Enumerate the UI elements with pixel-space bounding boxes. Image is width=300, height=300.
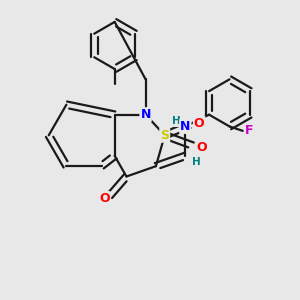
Text: F: F: [245, 124, 254, 137]
Text: N: N: [180, 120, 190, 133]
Text: H: H: [192, 158, 201, 167]
Text: S: S: [160, 129, 169, 142]
Text: O: O: [194, 117, 205, 130]
Text: O: O: [99, 192, 110, 205]
Text: N: N: [140, 108, 151, 121]
Text: H: H: [172, 116, 181, 126]
Text: O: O: [197, 141, 207, 154]
